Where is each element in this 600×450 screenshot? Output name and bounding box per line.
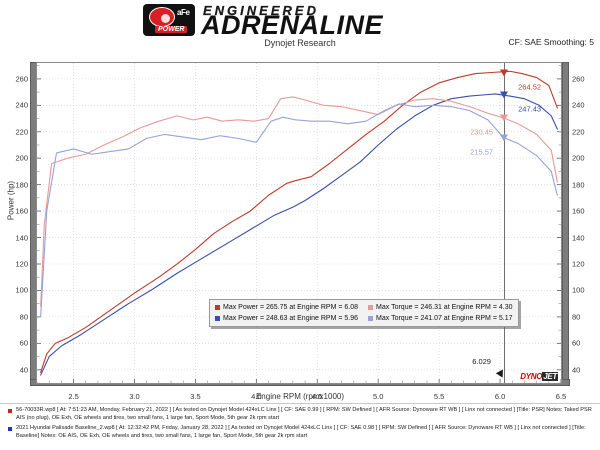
x-axis-tick-label: 6.0 <box>494 392 506 401</box>
y-axis-left-tick-label: 160 <box>15 206 28 216</box>
footer-entry-text: 2021 Hyundai Palisade Baseline_2.wp8 [ A… <box>16 425 586 439</box>
x-axis-tick-label: 3.5 <box>190 392 201 401</box>
y-axis-left-tick-label: 40 <box>19 365 28 375</box>
right-axis-band <box>562 62 569 386</box>
x-axis-tick-label: 6.5 <box>555 392 567 401</box>
data-point-marker-icon <box>499 134 508 142</box>
afe-power-logo-icon: aFe POWER <box>143 4 195 36</box>
y-axis-left-tick-label: 220 <box>15 127 28 137</box>
brand-engineered-text: ENGINEERED <box>203 3 319 18</box>
y-axis-right-tick-label: 160 <box>572 206 585 216</box>
legend-swatch-icon <box>215 305 220 310</box>
x-axis-title: Engine RPM (rpmx1000) <box>255 392 345 401</box>
legend-item: Max Power = 265.75 at Engine RPM = 6.08 <box>215 304 358 311</box>
plot-area[interactable]: 2.5 3.0 3.5 4.0 4.5 5.0 5.5 6.0 6.5 40 40 60 60 80 80 1… <box>15 62 585 401</box>
cursor-line[interactable] <box>503 63 505 383</box>
dynojet-watermark: DYNOJET <box>520 372 558 381</box>
run-info-footer: 56-70033R.wp8 [ At: 7:51:23 AM, Monday, … <box>0 403 600 450</box>
y-axis-left-tick-label: 180 <box>15 180 28 190</box>
x-axis-tick-label: 4.5 <box>312 392 323 401</box>
legend-item: Max Power = 248.63 at Engine RPM = 5.96 <box>215 315 358 322</box>
data-point-marker-icon <box>499 69 508 77</box>
cursor-rpm-label: 6.029 <box>472 357 491 366</box>
y-axis-left-tick-label: 60 <box>19 338 28 348</box>
legend-label: Max Power = 265.75 at Engine RPM = 6.08 <box>223 304 359 311</box>
afe-circle-icon <box>149 7 175 27</box>
legend-swatch-icon <box>215 316 220 321</box>
data-point-value-label: 230.45 <box>470 127 494 137</box>
brand-adrenaline-text: ADRENALINE <box>201 10 384 40</box>
legend-row: Max Power = 248.63 at Engine RPM = 5.96 … <box>215 313 513 324</box>
afe-brand-header: aFe POWER ENGINEERED ADRENALINE <box>143 2 473 40</box>
afe-power-text: POWER <box>155 26 188 33</box>
y-axis-left-tick-label: 260 <box>15 74 28 84</box>
x-axis-tick-label: 4.0 <box>251 392 262 401</box>
x-axis-tick-label: 3.0 <box>129 392 140 401</box>
y-axis-right-tick-label: 220 <box>572 127 585 137</box>
afe-mark-text: aFe <box>177 8 190 17</box>
y-axis-left-tick-label: 120 <box>15 259 28 269</box>
x-axis-tick-label: 5.0 <box>372 392 384 401</box>
y-axis-left-tick-label: 100 <box>15 285 28 295</box>
legend-label: Max Torque = 246.31 at Engine RPM = 4.30 <box>376 304 513 311</box>
dynojet-watermark-red: DYNO <box>520 372 543 381</box>
legend-row: Max Power = 265.75 at Engine RPM = 6.08 … <box>215 302 513 313</box>
y-axis-left-tick-label: 140 <box>15 233 28 243</box>
chart-subtitle: Dynojet Research <box>264 38 336 48</box>
y-axis-right-tick-label: 240 <box>572 100 585 110</box>
y-axis-right-tick-label: 80 <box>572 312 581 322</box>
y-axis-right-tick-label: 120 <box>572 259 585 269</box>
y-axis-left-tick-label: 240 <box>15 100 28 110</box>
legend-item: Max Torque = 241.07 at Engine RPM = 5.17 <box>368 315 513 322</box>
data-point-marker-icon <box>499 114 508 122</box>
y-axis-right-tick-label: 60 <box>572 338 581 348</box>
x-axis-tick-label: 5.5 <box>433 392 445 401</box>
y-axis-left-title: Power (hp) <box>6 180 16 221</box>
y-axis-right-tick-label: 40 <box>572 365 581 375</box>
y-axis-right-tick-label: 180 <box>572 180 585 190</box>
y-axis-left-tick-label: 200 <box>15 153 28 163</box>
y-axis-right-tick-label: 260 <box>572 74 585 84</box>
legend-swatch-icon <box>368 316 374 321</box>
y-axis-right-tick-label: 200 <box>572 153 585 163</box>
legend-swatch-icon <box>368 305 374 310</box>
data-point-value-label: 264.52 <box>518 82 542 92</box>
footer-bullet-icon <box>8 427 12 431</box>
y-axis-right-tick-label: 140 <box>572 233 585 243</box>
chart-legend[interactable]: Max Power = 265.75 at Engine RPM = 6.08 … <box>209 299 519 327</box>
data-point-value-label: 247.43 <box>518 104 542 114</box>
legend-item: Max Torque = 246.31 at Engine RPM = 4.30 <box>368 304 513 311</box>
cf-smoothing-label: CF: SAE Smoothing: 5 <box>508 37 594 47</box>
y-axis-left-tick-label: 80 <box>19 312 28 322</box>
y-axis-right-tick-label: 100 <box>572 285 585 295</box>
dyno-curves <box>40 70 558 376</box>
footer-entry: 56-70033R.wp8 [ At: 7:51:23 AM, Monday, … <box>4 407 596 422</box>
data-point-marker-icon <box>499 91 508 99</box>
afe-circle-inner-icon <box>161 14 170 23</box>
dynojet-watermark-black: JET <box>542 372 558 381</box>
data-point-value-label: 215.57 <box>470 147 494 157</box>
footer-entry: 2021 Hyundai Palisade Baseline_2.wp8 [ A… <box>4 425 596 440</box>
x-axis-tick-label: 2.5 <box>68 392 79 401</box>
legend-label: Max Power = 248.63 at Engine RPM = 5.96 <box>223 315 359 322</box>
footer-bullet-icon <box>8 409 12 413</box>
legend-label: Max Torque = 241.07 at Engine RPM = 5.17 <box>376 315 513 322</box>
footer-entry-text: 56-70033R.wp8 [ At: 7:51:23 AM, Monday, … <box>16 407 592 421</box>
